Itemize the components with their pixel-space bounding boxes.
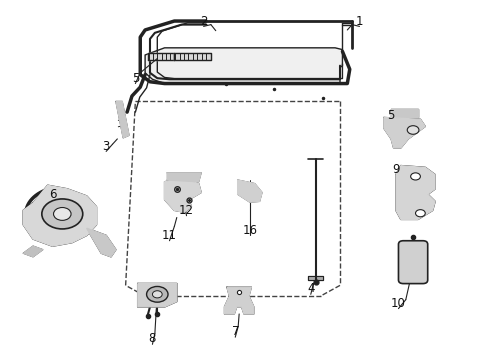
Polygon shape bbox=[391, 109, 418, 117]
Polygon shape bbox=[384, 117, 425, 148]
Polygon shape bbox=[138, 284, 177, 307]
Text: 6: 6 bbox=[49, 188, 56, 201]
Polygon shape bbox=[145, 48, 343, 84]
Text: 3: 3 bbox=[102, 140, 110, 153]
Text: 5: 5 bbox=[132, 72, 139, 85]
Polygon shape bbox=[165, 178, 201, 212]
Polygon shape bbox=[24, 246, 43, 257]
Polygon shape bbox=[116, 102, 129, 138]
Text: 2: 2 bbox=[200, 14, 207, 27]
Circle shape bbox=[42, 199, 83, 229]
Text: 1: 1 bbox=[356, 14, 363, 27]
Polygon shape bbox=[238, 180, 262, 202]
Text: 8: 8 bbox=[149, 333, 156, 346]
Polygon shape bbox=[174, 53, 211, 60]
Text: 16: 16 bbox=[243, 224, 257, 237]
Polygon shape bbox=[24, 185, 97, 246]
Text: 9: 9 bbox=[392, 163, 400, 176]
Circle shape bbox=[411, 173, 420, 180]
Text: 10: 10 bbox=[391, 297, 406, 310]
Text: 5: 5 bbox=[388, 109, 395, 122]
Polygon shape bbox=[308, 276, 323, 280]
Text: 12: 12 bbox=[179, 204, 194, 217]
Circle shape bbox=[53, 207, 71, 220]
Text: 7: 7 bbox=[231, 325, 239, 338]
Circle shape bbox=[152, 291, 162, 298]
Polygon shape bbox=[87, 228, 116, 257]
Circle shape bbox=[416, 210, 425, 217]
Polygon shape bbox=[147, 53, 174, 60]
Text: 11: 11 bbox=[162, 229, 177, 242]
FancyBboxPatch shape bbox=[398, 241, 428, 284]
Polygon shape bbox=[167, 173, 201, 182]
Circle shape bbox=[147, 287, 168, 302]
Polygon shape bbox=[224, 287, 254, 314]
Circle shape bbox=[407, 126, 419, 134]
Polygon shape bbox=[396, 166, 435, 219]
Text: 4: 4 bbox=[307, 283, 315, 296]
